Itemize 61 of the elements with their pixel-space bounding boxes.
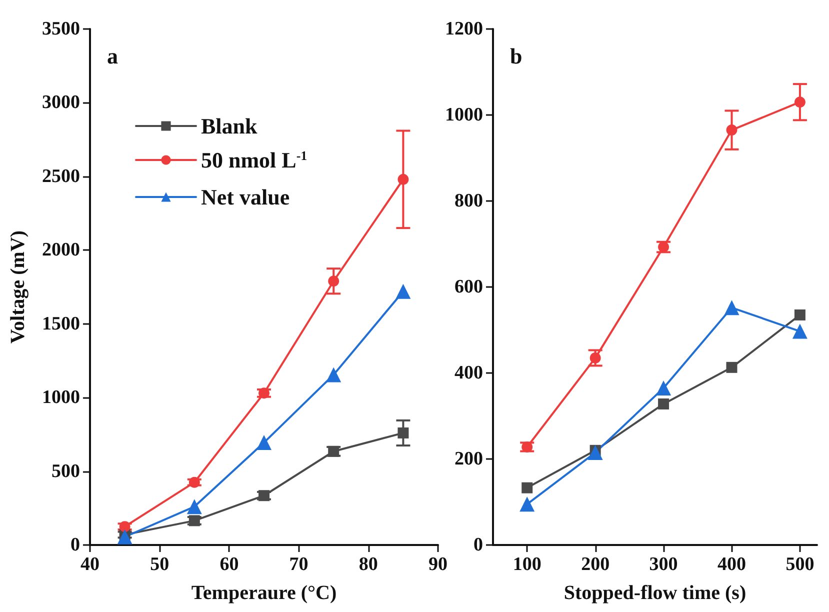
- y-tick-label: 0: [474, 534, 483, 556]
- x-tick-label: 300: [649, 554, 678, 575]
- y-tick-label: 500: [52, 460, 80, 482]
- text: b: [510, 44, 522, 68]
- x-tick-label: 100: [512, 554, 542, 575]
- y-tick-label: 1000: [42, 387, 80, 408]
- x-tick-label: 90: [428, 554, 448, 575]
- point: [117, 529, 132, 544]
- point: [328, 276, 340, 287]
- point: [119, 521, 130, 532]
- x-axis-title: Stopped-flow time (s): [564, 582, 746, 604]
- point: [396, 284, 411, 299]
- point: [398, 427, 409, 438]
- point: [398, 174, 409, 185]
- y-tick-label: 200: [454, 448, 483, 470]
- point: [188, 476, 200, 488]
- y-tick-label: 2500: [42, 166, 80, 187]
- point: [590, 352, 601, 364]
- point: [326, 367, 342, 382]
- y-tick-label: 0: [70, 534, 80, 556]
- x-tick-label: 40: [80, 554, 100, 575]
- y-tick-label: 1500: [42, 313, 80, 334]
- y-tick-label: 1000: [445, 104, 483, 126]
- y-tick-label: 800: [454, 190, 483, 212]
- point: [658, 398, 670, 410]
- point: [328, 446, 340, 457]
- point: [794, 309, 806, 320]
- x-tick-label: 70: [289, 554, 308, 575]
- point: [188, 515, 200, 526]
- y-tick-label: 600: [454, 276, 483, 298]
- x-tick-label: 80: [358, 554, 378, 575]
- legend-label: Blank: [201, 114, 258, 138]
- point: [794, 96, 806, 108]
- point: [258, 388, 270, 399]
- point: [658, 242, 670, 253]
- text: a: [107, 44, 118, 68]
- y-tick-label: 2000: [42, 240, 80, 261]
- point: [792, 324, 808, 339]
- point: [258, 490, 270, 502]
- x-tick-label: 500: [786, 554, 814, 575]
- point: [724, 300, 740, 316]
- y-tick-label: 3000: [42, 92, 80, 114]
- x-axis-title: Temperaure (°C): [191, 582, 337, 604]
- x-tick-label: 200: [581, 554, 610, 575]
- y-tick-label: 400: [454, 362, 483, 384]
- point: [588, 445, 603, 460]
- x-tick-label: 60: [220, 554, 239, 575]
- point: [522, 482, 533, 494]
- point: [522, 441, 533, 452]
- x-tick-label: 400: [717, 554, 746, 575]
- point: [186, 499, 202, 514]
- point: [656, 380, 672, 396]
- y-tick-label: 3500: [42, 18, 80, 40]
- legend-label: Net value: [201, 184, 290, 210]
- point: [726, 362, 738, 373]
- y-tick-label: 1200: [445, 18, 483, 40]
- x-tick-label: 50: [150, 554, 170, 575]
- y-axis-title: Voltage (mV): [7, 230, 29, 344]
- point: [726, 124, 738, 136]
- point: [256, 435, 272, 450]
- point: [520, 496, 535, 512]
